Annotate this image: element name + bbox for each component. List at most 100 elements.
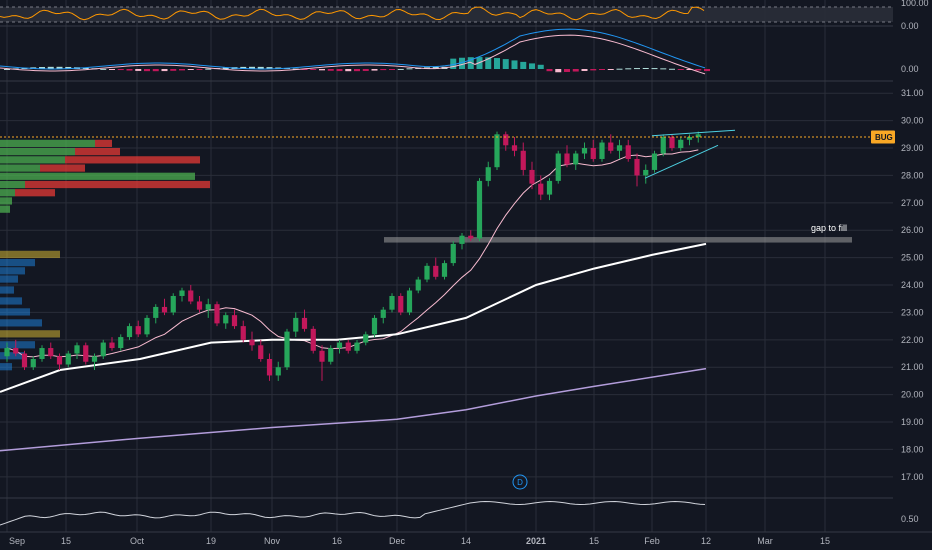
macd-histogram-bar	[616, 68, 623, 70]
volume-profile-bar	[0, 189, 15, 197]
volume-profile-bar	[0, 250, 60, 258]
macd-axis-label: 0.00	[901, 64, 919, 74]
time-axis[interactable]: Sep 15 Oct 19 Nov 16 Dec 14 2021 15 Feb 12 Mar 15	[9, 536, 830, 546]
candle-body	[301, 317, 308, 329]
macd-histogram-bar	[205, 68, 212, 70]
macd-histogram-bar	[100, 68, 107, 70]
candle-body	[625, 145, 631, 159]
candle-body	[65, 353, 71, 365]
macd-histogram-bar	[39, 67, 45, 69]
macd-histogram-bar	[651, 68, 658, 70]
candle-body	[100, 342, 106, 357]
macd-histogram-bar	[266, 67, 273, 69]
candle-body	[511, 145, 518, 151]
candle-body	[686, 137, 693, 140]
candle-body	[319, 350, 325, 362]
time-axis-label: 2021	[526, 536, 546, 546]
macd-histogram-bar	[704, 69, 710, 72]
macd-histogram-bar	[564, 69, 570, 72]
candle-body	[476, 180, 483, 239]
ticker-tag-label: BUG	[875, 133, 893, 142]
candle-body	[441, 263, 448, 277]
candle-body	[573, 153, 579, 165]
dividend-marker[interactable]: D	[512, 474, 528, 490]
time-axis-label: Mar	[757, 536, 773, 546]
macd-histogram-bar	[581, 69, 588, 71]
candle-body	[651, 153, 658, 170]
macd-histogram-bar	[135, 69, 142, 71]
time-axis-label: 15	[820, 536, 830, 546]
time-axis-label: Sep	[9, 536, 25, 546]
volume-profile-bar	[0, 172, 30, 180]
candle-body	[415, 279, 421, 291]
macd-histogram-bar	[520, 61, 527, 69]
candle-body	[599, 142, 605, 159]
candle-body	[39, 348, 45, 359]
rsi-pane	[0, 6, 893, 23]
price-axis[interactable]: 17.00 18.00 19.00 20.00 21.00 22.00 23.00 24.00…	[901, 88, 924, 482]
macd-histogram-bar	[179, 69, 185, 71]
price-axis-label: 17.00	[901, 472, 924, 482]
candle-body	[485, 167, 491, 181]
macd-histogram-bar	[56, 66, 63, 69]
macd-histogram-bar	[327, 69, 334, 71]
volume-profile-bar	[0, 319, 42, 327]
candle-body	[196, 301, 203, 310]
macd-histogram-bar	[511, 60, 518, 69]
macd-histogram-bar	[65, 66, 72, 69]
volume-profile-bar	[15, 189, 55, 197]
volume-profile-bar	[25, 180, 210, 189]
macd-histogram-bar	[502, 59, 509, 69]
macd-histogram-bar	[625, 68, 632, 70]
macd-histogram-bar	[660, 68, 667, 70]
time-axis-label: Dec	[389, 536, 406, 546]
macd-histogram-bar	[546, 69, 553, 72]
volume-profile-bar	[75, 148, 120, 156]
candle-body	[345, 342, 351, 351]
time-axis-label: Oct	[130, 536, 145, 546]
volume-profile-bar	[0, 330, 60, 338]
macd-histogram-bar	[82, 67, 89, 69]
macd-histogram-bar	[345, 69, 352, 72]
sma-long-line	[0, 367, 707, 452]
rsi-line	[0, 6, 705, 21]
gap-zone	[384, 237, 852, 243]
price-axis-label: 30.00	[901, 116, 924, 126]
candle-body	[240, 326, 246, 340]
candle-body	[258, 345, 264, 359]
candle-body	[328, 348, 334, 362]
candle-body	[450, 243, 456, 264]
price-axis-label: 27.00	[901, 198, 924, 208]
candle-body	[406, 290, 413, 313]
candle-body	[56, 356, 63, 365]
candle-body	[529, 169, 535, 184]
volume-profile-bar	[0, 297, 22, 305]
candle-body	[83, 345, 89, 362]
volume-profile-bar	[0, 164, 40, 172]
time-axis-label: Feb	[644, 536, 660, 546]
price-axis-label: 31.00	[901, 88, 924, 98]
bottom-indicator-pane	[0, 500, 706, 526]
volume-profile-bar	[0, 363, 12, 371]
dividend-marker-label: D	[517, 478, 523, 487]
candle-body	[520, 150, 526, 170]
candle-body	[48, 348, 54, 357]
candle-body	[4, 348, 10, 357]
candle-body	[564, 153, 570, 165]
candle-body	[135, 326, 141, 335]
macd-histogram-bar	[47, 66, 54, 69]
candle-body	[538, 183, 544, 195]
macd-histogram-bar	[677, 69, 684, 70]
macd-histogram-bar	[240, 66, 247, 69]
macd-histogram-bar	[4, 69, 10, 70]
candle-body	[590, 148, 596, 159]
candle-body	[161, 306, 168, 313]
volume-profile-bar	[95, 139, 112, 148]
price-axis-label: 20.00	[901, 390, 924, 400]
macd-histogram-bar	[406, 68, 413, 70]
time-axis-label: 16	[332, 536, 342, 546]
macd-histogram-bar	[161, 69, 168, 72]
candle-body	[433, 265, 439, 277]
wedge-upper-line	[651, 129, 736, 137]
